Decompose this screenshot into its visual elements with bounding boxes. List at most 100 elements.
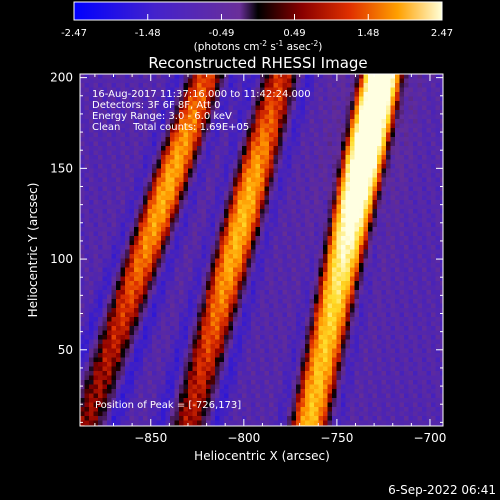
- heatmap-cell: [129, 236, 135, 241]
- heatmap-cell: [260, 150, 265, 156]
- heatmap-cell: [264, 110, 270, 115]
- heatmap-cell: [413, 119, 418, 124]
- heatmap-cell: [147, 123, 153, 129]
- heatmap-cell: [170, 164, 175, 169]
- heatmap-cell: [228, 177, 234, 183]
- heatmap-cell: [116, 339, 121, 345]
- heatmap-cell: [89, 150, 94, 156]
- heatmap-cell: [102, 96, 108, 102]
- heatmap-cell: [192, 222, 198, 228]
- heatmap-cell: [291, 285, 297, 291]
- heatmap-cell: [251, 348, 256, 354]
- heatmap-cell: [138, 267, 144, 273]
- heatmap-cell: [359, 191, 364, 196]
- heatmap-cell: [255, 231, 261, 237]
- heatmap-cell: [152, 159, 157, 165]
- heatmap-cell: [381, 317, 387, 322]
- heatmap-cell: [408, 245, 414, 250]
- heatmap-cell: [156, 155, 162, 160]
- heatmap-cell: [377, 182, 382, 187]
- heatmap-cell: [107, 114, 112, 120]
- heatmap-cell: [417, 213, 423, 219]
- heatmap-cell: [84, 78, 90, 84]
- heatmap-cell: [111, 159, 117, 165]
- heatmap-cell: [291, 339, 297, 345]
- heatmap-cell: [318, 92, 324, 97]
- heatmap-cell: [426, 150, 432, 156]
- heatmap-cell: [107, 236, 112, 241]
- heatmap-cell: [143, 101, 148, 106]
- heatmap-cell: [440, 123, 443, 129]
- heatmap-cell: [332, 330, 337, 336]
- heatmap-cell: [251, 182, 256, 187]
- heatmap-cell: [210, 164, 216, 169]
- heatmap-cell: [431, 290, 436, 295]
- heatmap-cell: [233, 281, 238, 286]
- heatmap-cell: [399, 150, 405, 156]
- heatmap-cell: [183, 276, 189, 282]
- heatmap-cell: [318, 159, 324, 165]
- heatmap-cell: [170, 245, 175, 250]
- heatmap-cell: [125, 114, 130, 120]
- heatmap-cell: [147, 222, 153, 228]
- heatmap-cell: [404, 186, 409, 192]
- heatmap-cell: [192, 245, 198, 250]
- heatmap-cell: [413, 177, 418, 183]
- heatmap-cell: [125, 231, 130, 237]
- heatmap-cell: [314, 227, 319, 232]
- heatmap-cell: [125, 96, 130, 102]
- heatmap-cell: [98, 155, 103, 160]
- heatmap-cell: [431, 272, 436, 277]
- heatmap-cell: [314, 303, 319, 309]
- heatmap-cell: [165, 299, 171, 304]
- heatmap-cell: [246, 119, 252, 124]
- heatmap-cell: [89, 137, 94, 142]
- heatmap-cell: [129, 231, 135, 237]
- heatmap-cell: [98, 191, 103, 196]
- heatmap-cell: [224, 155, 229, 160]
- heatmap-cell: [377, 87, 382, 93]
- heatmap-cell: [435, 96, 441, 102]
- heatmap-cell: [206, 281, 211, 286]
- heatmap-cell: [125, 177, 130, 183]
- heatmap-cell: [255, 186, 261, 192]
- heatmap-cell: [422, 101, 427, 106]
- heatmap-cell: [341, 177, 346, 183]
- heatmap-cell: [305, 344, 310, 349]
- heatmap-cell: [206, 78, 211, 84]
- heatmap-cell: [237, 105, 243, 111]
- heatmap-cell: [404, 276, 409, 282]
- heatmap-cell: [435, 263, 441, 268]
- heatmap-cell: [98, 114, 103, 120]
- heatmap-cell: [129, 303, 135, 309]
- heatmap-cell: [422, 182, 427, 187]
- heatmap-cell: [138, 335, 144, 340]
- heatmap-cell: [246, 339, 252, 345]
- heatmap-cell: [404, 191, 409, 196]
- heatmap-cell: [318, 173, 324, 178]
- heatmap-cell: [201, 281, 207, 286]
- heatmap-cell: [210, 74, 216, 79]
- heatmap-cell: [314, 200, 319, 205]
- heatmap-cell: [278, 101, 283, 106]
- heatmap-cell: [251, 218, 256, 223]
- heatmap-cell: [206, 87, 211, 93]
- heatmap-cell: [201, 267, 207, 273]
- heatmap-cell: [404, 312, 409, 318]
- heatmap-cell: [282, 195, 288, 201]
- heatmap-cell: [228, 267, 234, 273]
- heatmap-cell: [318, 78, 324, 84]
- heatmap-cell: [413, 141, 418, 147]
- heatmap-cell: [404, 330, 409, 336]
- heatmap-cell: [116, 308, 121, 313]
- heatmap-cell: [395, 141, 400, 147]
- heatmap-cell: [134, 276, 139, 282]
- heatmap-cell: [359, 299, 364, 304]
- heatmap-cell: [269, 240, 274, 246]
- heatmap-cell: [309, 339, 315, 345]
- heatmap-cell: [224, 110, 229, 115]
- heatmap-cell: [291, 240, 297, 246]
- heatmap-cell: [359, 209, 364, 214]
- heatmap-cell: [125, 155, 130, 160]
- heatmap-cell: [143, 267, 148, 273]
